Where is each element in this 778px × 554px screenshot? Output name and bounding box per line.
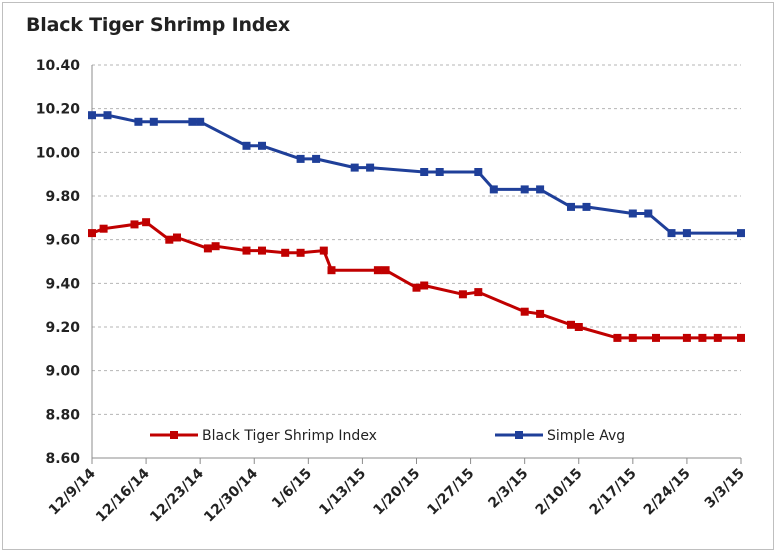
data-point: [281, 248, 290, 257]
data-point: [613, 333, 622, 342]
data-point: [420, 168, 429, 176]
data-point: [713, 333, 722, 342]
y-tick-label: 8.80: [45, 407, 80, 423]
legend-label: Black Tiger Shrimp Index: [202, 428, 377, 444]
data-point: [103, 111, 112, 120]
data-point: [134, 117, 143, 126]
axes: [91, 65, 742, 464]
data-point: [652, 333, 660, 342]
data-point: [373, 266, 382, 275]
data-point: [350, 163, 359, 172]
x-tick-label: 2/3/15: [485, 466, 531, 512]
data-point: [242, 141, 251, 150]
data-point: [130, 220, 139, 229]
data-point: [435, 168, 444, 176]
data-point: [381, 266, 390, 275]
data-point: [458, 290, 467, 299]
data-point: [489, 185, 498, 194]
x-tick-label: 1/6/15: [269, 466, 315, 512]
data-point: [520, 185, 529, 194]
y-tick-label: 8.60: [45, 451, 80, 467]
data-point: [142, 218, 151, 227]
x-tick-label: 2/10/15: [533, 466, 586, 519]
data-point: [567, 320, 575, 329]
data-point: [319, 246, 328, 255]
data-point: [737, 229, 745, 238]
y-tick-label: 10.00: [36, 145, 81, 161]
y-tick-label: 9.40: [45, 276, 80, 292]
legend-marker: [170, 431, 178, 439]
y-tick-label: 10.20: [36, 102, 81, 118]
data-point: [149, 117, 158, 126]
y-tick-label: 9.20: [45, 320, 80, 336]
legend-label: Simple Avg: [547, 428, 625, 444]
x-tick-label: 12/9/14: [46, 465, 99, 518]
data-point: [296, 154, 305, 163]
data-point: [258, 141, 266, 150]
y-tick-label: 9.00: [45, 364, 80, 380]
data-point: [536, 309, 545, 318]
data-point: [258, 246, 266, 255]
x-tick-label: 1/20/15: [370, 466, 423, 519]
x-tick-label: 2/24/15: [641, 466, 694, 519]
series-layer: [88, 111, 745, 342]
data-point: [574, 323, 583, 331]
data-point: [474, 168, 483, 176]
data-point: [737, 333, 745, 342]
data-point: [88, 229, 96, 238]
data-point: [99, 224, 108, 233]
chart-title: Black Tiger Shrimp Index: [26, 14, 290, 36]
x-tick-label: 12/23/14: [147, 465, 207, 525]
x-tick-label: 3/3/15: [702, 466, 748, 512]
data-point: [211, 242, 220, 251]
data-point: [567, 202, 575, 211]
series-line: [92, 113, 741, 235]
data-point: [582, 202, 591, 211]
legend-item: Black Tiger Shrimp Index: [150, 428, 377, 444]
series-black-tiger-shrimp-index: [88, 218, 745, 342]
data-point: [536, 185, 545, 194]
series-simple-avg: [88, 111, 745, 238]
x-tick-label: 1/13/15: [316, 466, 369, 519]
data-point: [173, 233, 181, 242]
data-point: [644, 209, 653, 218]
data-point: [242, 246, 251, 255]
x-tick-label: 12/30/14: [201, 465, 261, 525]
data-point: [412, 283, 421, 292]
data-point: [682, 229, 691, 238]
x-tick-label: 2/17/15: [587, 466, 640, 519]
legend: Black Tiger Shrimp Index Simple Avg: [150, 428, 625, 444]
data-point: [188, 117, 197, 126]
data-point: [474, 288, 483, 297]
x-tick-label: 1/27/15: [424, 466, 477, 519]
data-point: [296, 248, 305, 257]
data-point: [312, 154, 321, 163]
data-point: [698, 333, 707, 342]
y-tick-labels: 8.60 8.80 9.00 9.20 9.40 9.60 9.80 10.00 10.20 10…: [36, 58, 81, 467]
data-point: [667, 229, 676, 238]
y-tick-label: 9.60: [45, 233, 80, 249]
data-point: [88, 111, 96, 120]
data-point: [628, 209, 637, 218]
legend-marker: [515, 431, 523, 439]
data-point: [628, 333, 637, 342]
gridlines: [92, 64, 741, 415]
x-tick-label: 12/16/14: [93, 465, 153, 525]
legend-item: Simple Avg: [495, 428, 625, 444]
data-point: [196, 117, 205, 126]
data-point: [420, 281, 429, 290]
y-tick-label: 9.80: [45, 189, 80, 205]
y-tick-label: 10.40: [36, 58, 81, 74]
data-point: [682, 333, 691, 342]
data-point: [203, 244, 212, 253]
data-point: [366, 163, 375, 172]
data-point: [520, 307, 529, 316]
data-point: [327, 266, 336, 275]
data-point: [165, 235, 174, 244]
